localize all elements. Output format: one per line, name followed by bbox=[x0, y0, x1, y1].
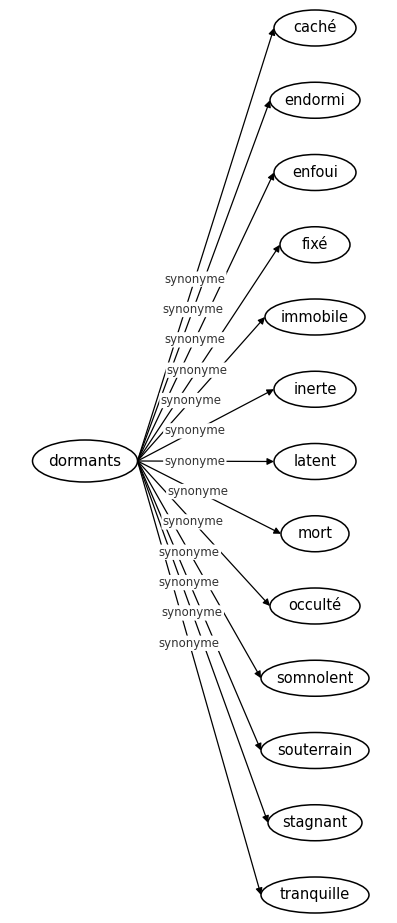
Ellipse shape bbox=[265, 299, 365, 335]
Ellipse shape bbox=[280, 227, 350, 263]
Ellipse shape bbox=[268, 805, 362, 841]
Text: occulté: occulté bbox=[289, 598, 341, 614]
Text: caché: caché bbox=[293, 20, 337, 35]
Text: inerte: inerte bbox=[293, 382, 337, 397]
Text: enfoui: enfoui bbox=[292, 165, 338, 180]
Text: tranquille: tranquille bbox=[280, 888, 350, 903]
Ellipse shape bbox=[274, 443, 356, 480]
Ellipse shape bbox=[270, 588, 360, 624]
Text: synonyme: synonyme bbox=[159, 637, 220, 650]
Text: immobile: immobile bbox=[281, 309, 349, 325]
Ellipse shape bbox=[261, 877, 369, 913]
Text: synonyme: synonyme bbox=[164, 272, 225, 285]
Text: stagnant: stagnant bbox=[282, 815, 348, 831]
Text: synonyme: synonyme bbox=[163, 303, 224, 316]
Text: synonyme: synonyme bbox=[167, 485, 228, 498]
Ellipse shape bbox=[274, 10, 356, 46]
Ellipse shape bbox=[274, 154, 356, 190]
Ellipse shape bbox=[281, 516, 349, 552]
Ellipse shape bbox=[270, 82, 360, 118]
Text: endormi: endormi bbox=[285, 92, 345, 108]
Text: dormants: dormants bbox=[48, 453, 121, 469]
Text: fixé: fixé bbox=[302, 237, 328, 252]
Text: synonyme: synonyme bbox=[164, 333, 225, 346]
Text: souterrain: souterrain bbox=[278, 743, 353, 758]
Ellipse shape bbox=[261, 733, 369, 769]
Text: synonyme: synonyme bbox=[167, 364, 228, 377]
Text: synonyme: synonyme bbox=[163, 515, 224, 528]
Text: synonyme: synonyme bbox=[159, 545, 220, 558]
Text: somnolent: somnolent bbox=[276, 671, 354, 686]
Text: synonyme: synonyme bbox=[162, 606, 223, 619]
Ellipse shape bbox=[261, 660, 369, 696]
Text: synonyme: synonyme bbox=[164, 425, 225, 438]
Ellipse shape bbox=[274, 371, 356, 407]
Text: synonyme: synonyme bbox=[159, 576, 220, 589]
Ellipse shape bbox=[33, 440, 137, 482]
Text: latent: latent bbox=[293, 454, 337, 469]
Text: synonyme: synonyme bbox=[164, 455, 225, 468]
Text: mort: mort bbox=[297, 526, 333, 541]
Text: synonyme: synonyme bbox=[160, 394, 222, 407]
